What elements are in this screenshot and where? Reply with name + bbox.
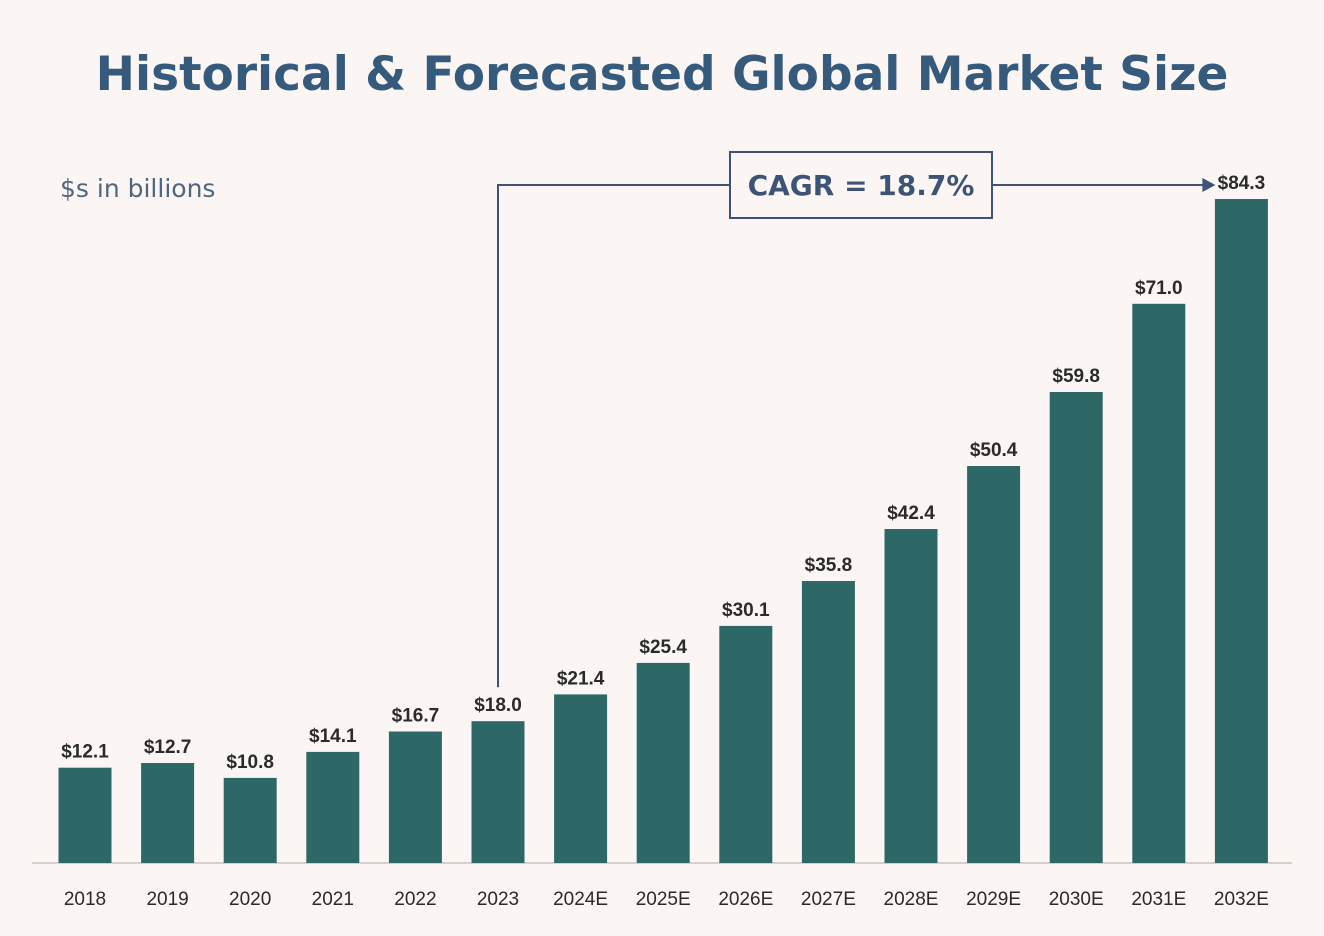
- x-tick-2031E: 2031E: [1131, 889, 1186, 910]
- value-label-2028E: $42.4: [887, 503, 935, 524]
- bar-2021: [306, 751, 360, 863]
- x-tick-2022: 2022: [394, 889, 436, 910]
- bars: [58, 199, 1268, 863]
- value-label-2023: $18.0: [474, 695, 522, 716]
- bar-2027E: [801, 581, 855, 863]
- bar-2028E: [884, 529, 938, 863]
- x-tick-2024E: 2024E: [553, 889, 608, 910]
- x-tick-2032E: 2032E: [1214, 889, 1269, 910]
- x-tick-2027E: 2027E: [801, 889, 856, 910]
- x-tick-2018: 2018: [64, 889, 106, 910]
- bar-2030E: [1049, 392, 1103, 863]
- value-label-2027E: $35.8: [805, 555, 853, 576]
- value-label-2020: $10.8: [226, 752, 274, 773]
- bar-2025E: [636, 662, 690, 863]
- bar-2019: [141, 763, 195, 863]
- bar-2023: [471, 721, 525, 863]
- bar-2024E: [554, 694, 608, 863]
- bar-2031E: [1132, 303, 1186, 863]
- value-label-2025E: $25.4: [639, 637, 687, 658]
- cagr-annotation: CAGR = 18.7%: [497, 151, 1216, 688]
- value-label-2032E: $84.3: [1218, 173, 1266, 194]
- x-tick-2020: 2020: [229, 889, 271, 910]
- bar-2032E: [1214, 199, 1268, 863]
- x-tick-2026E: 2026E: [718, 889, 773, 910]
- value-label-2031E: $71.0: [1135, 278, 1183, 299]
- cagr-label: CAGR = 18.7%: [748, 169, 975, 202]
- x-tick-2021: 2021: [312, 889, 354, 910]
- bar-2026E: [719, 625, 773, 863]
- cagr-connector-left: [497, 184, 730, 688]
- value-label-2030E: $59.8: [1052, 366, 1100, 387]
- x-tick-2028E: 2028E: [884, 889, 939, 910]
- bar-2020: [223, 777, 277, 863]
- x-tick-2029E: 2029E: [966, 889, 1021, 910]
- x-tick-2019: 2019: [146, 889, 188, 910]
- value-label-2022: $16.7: [392, 706, 440, 727]
- x-tick-labels: 2018 2019 2020 2021 2022 2023 2024E 2025E 2026E 2…: [64, 889, 1269, 910]
- chart-title: Historical & Forecasted Global Market Si…: [96, 47, 1229, 102]
- bar-2022: [388, 731, 442, 863]
- bar-2029E: [967, 466, 1021, 863]
- bar-2018: [58, 767, 112, 863]
- value-label-2029E: $50.4: [970, 440, 1018, 461]
- value-label-2024E: $21.4: [557, 668, 605, 689]
- value-label-2018: $12.1: [61, 742, 109, 763]
- cagr-box: [729, 151, 993, 219]
- value-label-2026E: $30.1: [722, 600, 770, 621]
- x-tick-2030E: 2030E: [1049, 889, 1104, 910]
- cagr-arrowhead-icon: [1202, 178, 1216, 192]
- unit-note: $s in billions: [60, 174, 215, 203]
- value-label-2019: $12.7: [144, 737, 192, 758]
- x-tick-2023: 2023: [477, 889, 519, 910]
- value-label-2021: $14.1: [309, 726, 357, 747]
- x-tick-2025E: 2025E: [636, 889, 691, 910]
- value-labels: $12.1 $12.7 $10.8 $14.1 $16.7 $18.0 $21.4 $25.4…: [61, 173, 1265, 773]
